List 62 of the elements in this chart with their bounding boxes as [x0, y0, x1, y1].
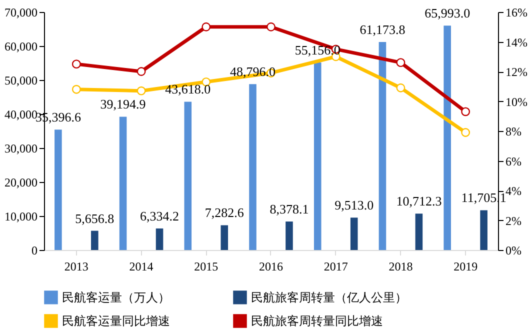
y2-tick-label: 8%	[506, 124, 522, 138]
bar	[184, 102, 192, 250]
y2-tick-label: 12%	[506, 65, 528, 79]
x-tick-label: 2019	[454, 260, 478, 274]
y-tick-label: 60,000	[4, 40, 38, 54]
bar	[314, 62, 322, 250]
data-label: 43,618.0	[165, 82, 211, 97]
bar	[91, 230, 98, 250]
point	[266, 22, 276, 32]
data-label: 61,173.8	[360, 22, 406, 38]
bar	[444, 26, 451, 250]
y2-tick-label: 14%	[506, 35, 528, 50]
point	[396, 58, 406, 68]
bar	[350, 218, 358, 250]
data-label: 39,194.9	[100, 96, 146, 112]
y2-tick-label: 16%	[506, 6, 528, 20]
x-tick-label: 2018	[388, 260, 413, 274]
data-label: 6,334.2	[140, 208, 180, 224]
y-tick-label: 0	[32, 244, 38, 258]
x-tick-label: 2015	[194, 260, 218, 274]
data-label: 8,378.1	[270, 202, 309, 217]
y2-tick-label: 6%	[506, 154, 522, 168]
y-tick-label: 30,000	[4, 142, 38, 156]
data-label: 9,513.0	[334, 198, 374, 213]
legend-label: 民航客运量（万人）	[62, 290, 170, 304]
legend-label: 民航旅客周转量（亿人公里）	[251, 290, 407, 304]
y2-tick-label: 2%	[506, 214, 522, 228]
point	[72, 84, 81, 94]
legend-label: 民航旅客周转量同比增速	[251, 314, 383, 328]
y2-tick-label: 4%	[506, 184, 522, 198]
bar	[156, 228, 164, 250]
y-tick-label: 70,000	[4, 6, 38, 20]
point	[461, 128, 470, 137]
point	[202, 22, 211, 32]
y-tick-label: 50,000	[4, 74, 38, 88]
data-label: 5,656.8	[75, 210, 114, 226]
point	[396, 83, 406, 92]
x-tick-label: 2017	[324, 260, 348, 274]
legend-label: 民航客运量同比增速	[62, 314, 170, 328]
data-label: 7,282.6	[204, 205, 244, 220]
point	[461, 107, 470, 116]
x-tick-label: 2014	[129, 260, 154, 274]
point	[136, 86, 146, 96]
bar	[54, 130, 62, 250]
bar	[249, 84, 256, 250]
bar	[119, 116, 127, 250]
x-tick-label: 2016	[259, 260, 283, 274]
bar	[286, 222, 293, 250]
point	[136, 67, 146, 76]
y2-tick-label: 0%	[506, 244, 522, 258]
y-tick-label: 10,000	[4, 210, 38, 224]
x-tick-label: 2013	[64, 260, 88, 274]
data-label: 10,712.3	[396, 194, 442, 209]
y-tick-label: 20,000	[4, 176, 38, 190]
bar	[415, 214, 423, 250]
point	[72, 60, 81, 69]
y-tick-label: 40,000	[4, 108, 38, 122]
y2-tick-label: 10%	[506, 94, 528, 109]
bar	[220, 225, 228, 250]
bar	[480, 210, 488, 250]
data-label: 65,993.0	[424, 6, 470, 21]
bar	[378, 42, 386, 250]
